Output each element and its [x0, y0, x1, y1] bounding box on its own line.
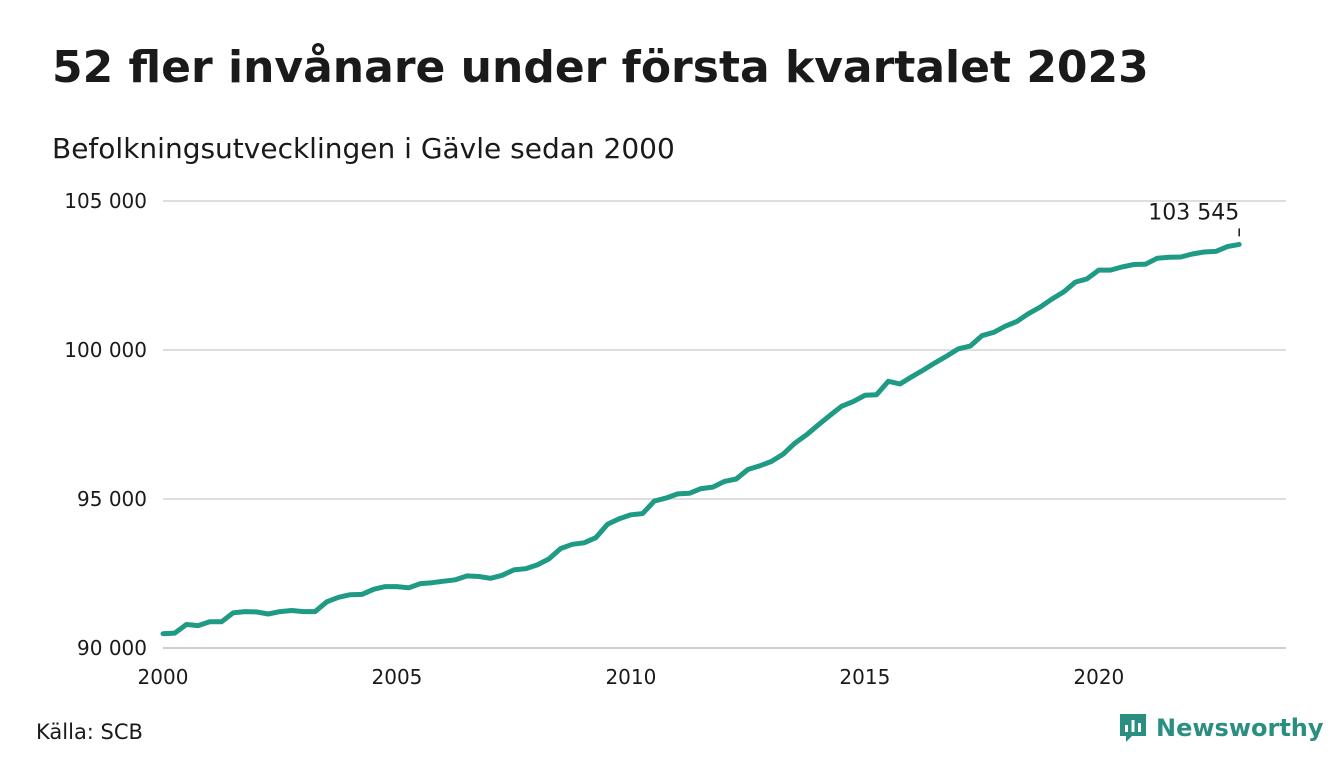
x-tick-label: 2010 [605, 665, 656, 689]
chart-title: 52 fler invånare under första kvartalet … [52, 42, 1149, 93]
y-tick-label: 90 000 [77, 636, 147, 660]
y-tick-label: 95 000 [77, 487, 147, 511]
y-tick-label: 100 000 [64, 338, 147, 362]
last-value-label: 103 545 [1148, 200, 1239, 225]
brand-name: Newsworthy [1156, 714, 1324, 742]
line-chart: 90 000 95 000 100 000 105 000 2000 2005 2010 20… [64, 189, 1286, 689]
series-line [160, 241, 1242, 637]
brand-logo: Newsworthy [1118, 712, 1324, 744]
x-tick-label: 2000 [138, 665, 189, 689]
newsworthy-logo-icon [1120, 714, 1146, 742]
x-tick-label: 2005 [372, 665, 423, 689]
y-tick-label: 105 000 [64, 189, 147, 213]
x-tick-label: 2020 [1073, 665, 1124, 689]
chart-subtitle: Befolkningsutvecklingen i Gävle sedan 20… [52, 132, 675, 165]
x-tick-label: 2015 [839, 665, 890, 689]
source-note: Källa: SCB [36, 720, 143, 744]
